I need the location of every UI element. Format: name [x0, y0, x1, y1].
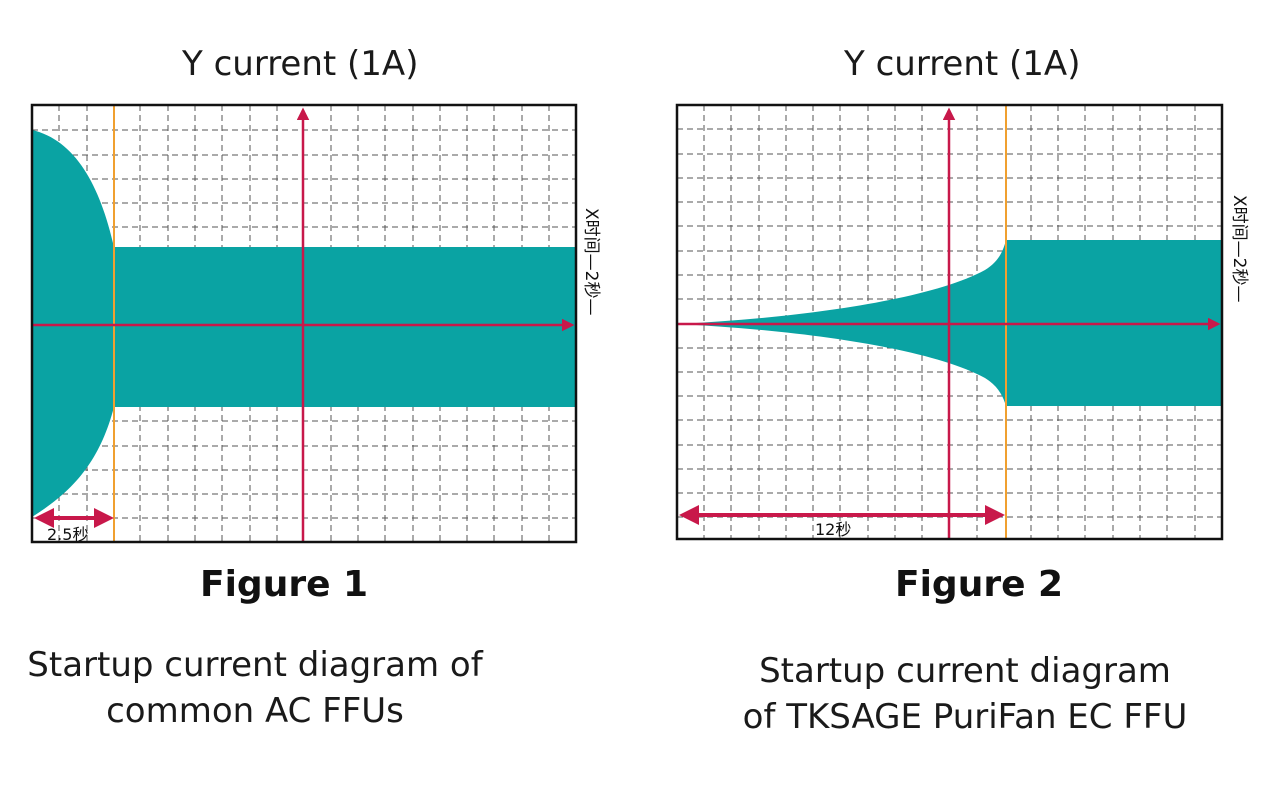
figure2-frame	[675, 103, 1224, 541]
figure1-x-axis-label: X时间—2秒—	[581, 208, 601, 315]
figure1-caption-line-1: Startup current diagram of	[27, 645, 483, 685]
figure1-caption: Startup current diagram of common AC FFU…	[10, 642, 500, 734]
figure2-caption: Startup current diagram of TKSAGE PuriFa…	[715, 648, 1215, 740]
figure2-x-axis-label: X时间—2秒—	[1229, 195, 1249, 302]
figure2-oscilloscope: 12秒 X时间—2秒—	[675, 103, 1249, 541]
figure2-caption-line-2: of TKSAGE PuriFan EC FFU	[742, 697, 1188, 737]
figure2-duration-label: 12秒	[815, 520, 851, 539]
figure2-caption-line-1: Startup current diagram	[759, 651, 1171, 691]
figure1-caption-line-2: common AC FFUs	[106, 691, 404, 731]
figure2-label: Figure 2	[895, 564, 1064, 605]
figure1-y-axis-title: Y current (1A)	[182, 44, 419, 84]
figure1-oscilloscope: 2.5秒 X时间—2秒—	[30, 103, 601, 544]
figure1-frame	[30, 103, 578, 544]
figure2-y-axis-title: Y current (1A)	[844, 44, 1081, 84]
figure1-duration-label: 2.5秒	[47, 525, 88, 544]
figure1-label: Figure 1	[200, 564, 369, 605]
